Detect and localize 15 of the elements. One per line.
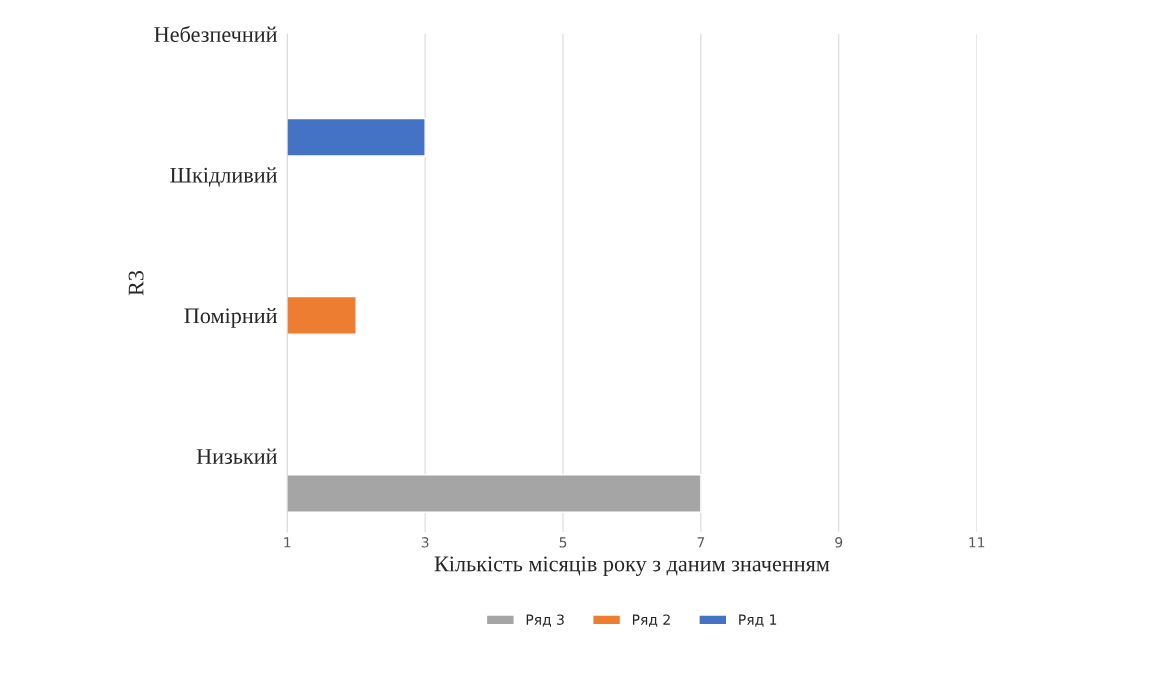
x-tick-label: 5	[559, 537, 567, 548]
legend-label: Ряд 2	[632, 614, 670, 627]
y-tick-label: Помірний	[184, 307, 278, 328]
y-tick-label: Шкідливий	[170, 167, 278, 187]
x-axis-title: Кількість місяців року з даним значенням	[434, 556, 830, 576]
legend-label: Ряд 3	[526, 614, 564, 627]
x-tick-label: 3	[421, 537, 429, 548]
x-tick-label: 11	[969, 537, 985, 548]
y-tick-label: Небезпечний	[154, 25, 277, 43]
legend-label: Ряд 1	[739, 614, 777, 627]
y-tick-label: Низький	[196, 448, 278, 464]
x-tick-label: 7	[697, 537, 705, 548]
x-tick-label: 9	[835, 537, 843, 548]
x-tick-label: 1	[284, 537, 291, 548]
y-axis-title: R3	[128, 270, 144, 296]
